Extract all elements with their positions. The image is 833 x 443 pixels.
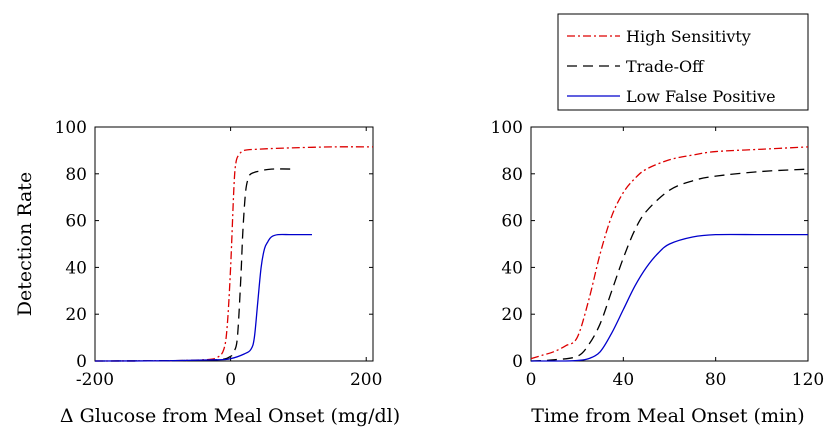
left-y-ticks: 0 20 40 60 80 100 (55, 118, 373, 372)
y-tick-label: 80 (65, 165, 87, 185)
x-tick-label: 0 (225, 370, 236, 390)
legend: High Sensitivty Trade-Off Low False Posi… (557, 13, 809, 111)
x-tick-label: 120 (792, 370, 824, 390)
left-x-axis-label: Δ Glucose from Meal Onset (mg/dl) (60, 405, 400, 427)
y-tick-label: 20 (501, 305, 523, 325)
series-line-trade-off (530, 168, 809, 362)
x-tick-label: 40 (613, 370, 635, 390)
right-x-ticks: 0 40 80 120 (526, 127, 824, 390)
series-line-low-false-positive (530, 233, 808, 362)
legend-label-trade-off: Trade-Off (626, 57, 705, 76)
right-plot-frame (530, 126, 809, 362)
y-tick-label: 0 (512, 352, 523, 372)
left-plot-frame (94, 126, 374, 362)
legend-entry-high-sensitivity: High Sensitivty (567, 27, 751, 46)
series-line-high-sensitivty (530, 146, 809, 360)
y-tick-label: 40 (65, 258, 87, 278)
legend-entry-trade-off: Trade-Off (567, 57, 705, 76)
legend-entry-low-false-positive: Low False Positive (567, 87, 776, 106)
y-tick-label: 80 (501, 165, 523, 185)
left-y-axis-label: Detection Rate (14, 172, 36, 316)
x-tick-label: 200 (350, 370, 382, 390)
legend-label-low-false-positive: Low False Positive (626, 87, 776, 106)
left-x-ticks: -200 0 200 (76, 127, 382, 390)
legend-box (557, 13, 809, 111)
x-tick-label: 0 (526, 370, 537, 390)
right-series (530, 146, 809, 362)
x-tick-label: 80 (705, 370, 727, 390)
y-tick-label: 40 (501, 258, 523, 278)
x-tick-label: -200 (76, 370, 114, 390)
series-line-trade-off (94, 168, 296, 362)
y-tick-label: 100 (491, 118, 523, 138)
y-tick-label: 60 (501, 212, 523, 232)
right-panel: 0 20 40 60 80 100 0 40 80 120 Time from Meal Ons… (491, 118, 825, 427)
right-x-axis-label: Time from Meal Onset (min) (531, 405, 804, 427)
legend-label-high-sensitivity: High Sensitivty (626, 27, 751, 46)
y-tick-label: 20 (65, 305, 87, 325)
y-tick-label: 0 (76, 352, 87, 372)
series-line-low-false-positive (94, 233, 312, 362)
y-tick-label: 60 (65, 212, 87, 232)
right-y-ticks: 0 20 40 60 80 100 (491, 118, 808, 372)
series-line-high-sensitivty (94, 146, 374, 362)
y-tick-label: 100 (55, 118, 87, 138)
left-series (94, 146, 374, 362)
